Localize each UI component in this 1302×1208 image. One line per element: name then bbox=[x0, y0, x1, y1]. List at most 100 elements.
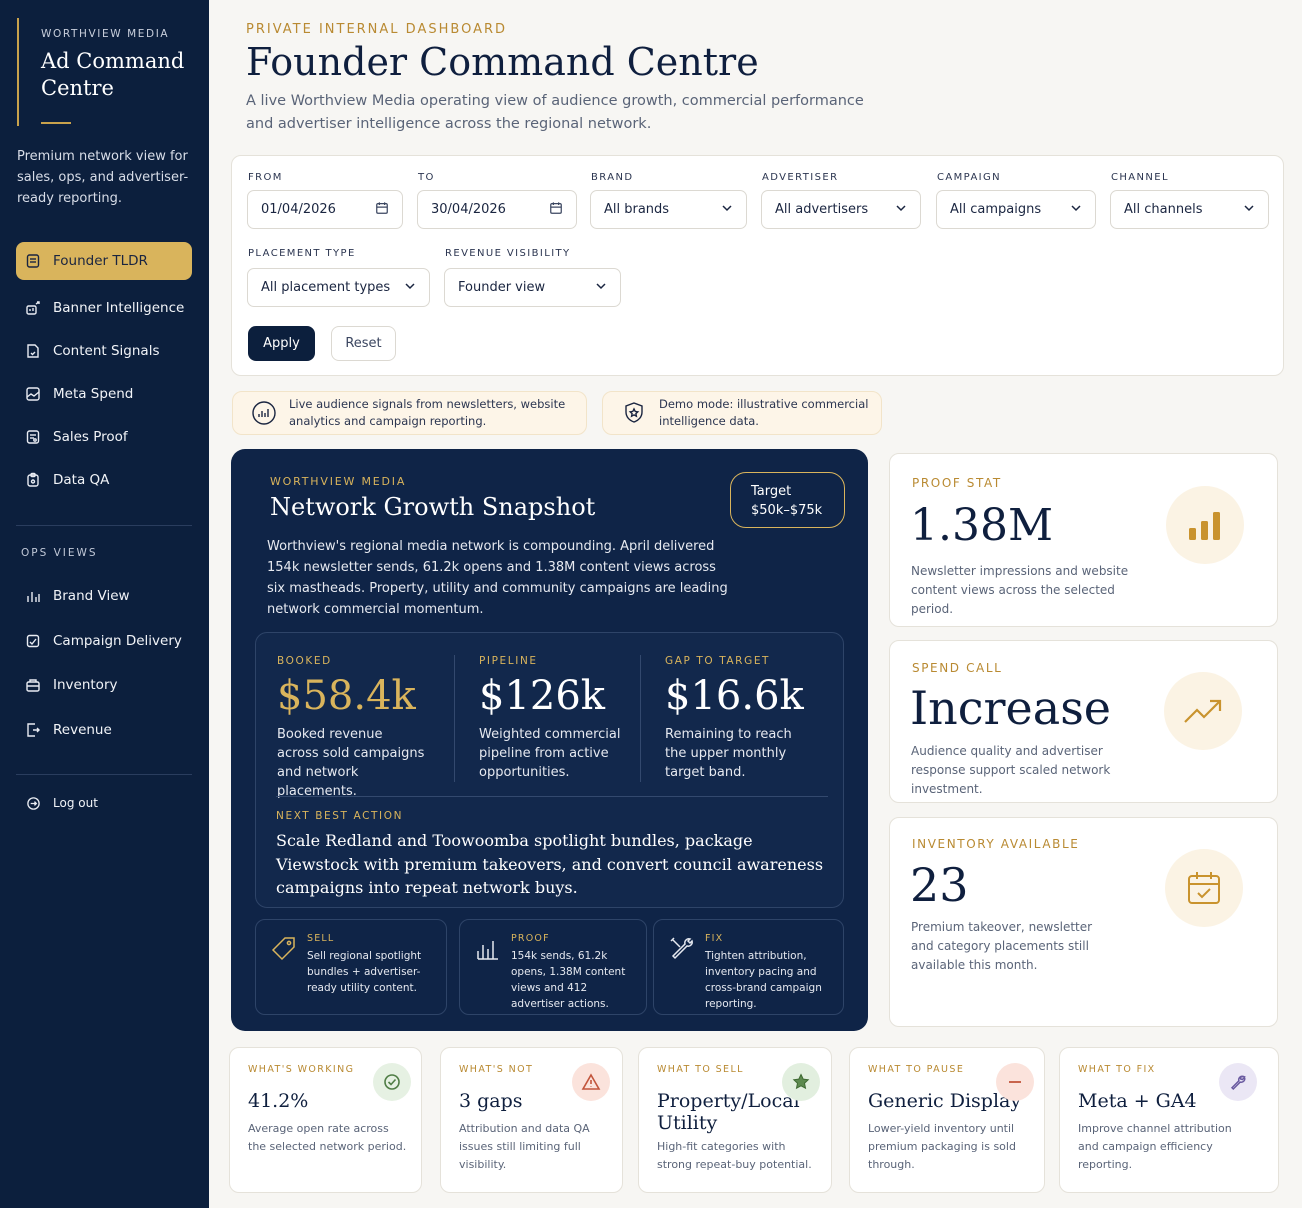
advertiser-select-value: All advertisers bbox=[775, 202, 869, 217]
placement-label: PLACEMENT TYPE bbox=[248, 248, 356, 259]
channel-label: CHANNEL bbox=[1111, 172, 1169, 183]
page-kicker: PRIVATE INTERNAL DASHBOARD bbox=[246, 22, 508, 37]
sidebar-item-label: Banner Intelligence bbox=[53, 300, 185, 316]
what-to-pause-card: WHAT TO PAUSE Generic Display Lower-yiel… bbox=[849, 1047, 1045, 1193]
star-icon bbox=[782, 1063, 820, 1101]
demo-mode-notice: Demo mode: illustrative commercial intel… bbox=[602, 391, 882, 435]
whats-working-card: WHAT'S WORKING 41.2% Average open rate a… bbox=[229, 1047, 422, 1193]
whats-working-description: Average open rate across the selected ne… bbox=[248, 1122, 407, 1153]
visibility-label: REVENUE VISIBILITY bbox=[445, 248, 571, 259]
sidebar-divider bbox=[16, 774, 192, 775]
chevron-down-icon bbox=[595, 280, 607, 296]
from-date-field[interactable]: 01/04/2026 bbox=[247, 190, 403, 229]
bar-chart-icon bbox=[474, 935, 502, 963]
placement-select-value: All placement types bbox=[261, 280, 391, 295]
gap-description: Remaining to reach the upper monthly tar… bbox=[665, 727, 792, 780]
image-icon bbox=[24, 385, 42, 403]
campaign-select[interactable]: All campaigns bbox=[936, 190, 1096, 229]
booked-label: BOOKED bbox=[277, 655, 332, 667]
sidebar-item-content-signals[interactable]: Content Signals bbox=[16, 332, 192, 370]
bar-chart-icon bbox=[24, 587, 42, 605]
shield-icon bbox=[621, 400, 647, 426]
tag-icon bbox=[270, 935, 298, 963]
sell-card: SELL Sell regional spotlight bundles + a… bbox=[255, 919, 447, 1015]
brand-rule bbox=[41, 122, 71, 124]
inventory-available-label: INVENTORY AVAILABLE bbox=[912, 837, 1080, 851]
chevron-down-icon bbox=[1243, 202, 1255, 218]
sidebar-item-revenue[interactable]: Revenue bbox=[16, 711, 192, 749]
apply-button[interactable]: Apply bbox=[248, 326, 315, 361]
gap-metric: GAP TO TARGET $16.6k Remaining to reach … bbox=[665, 655, 815, 782]
what-to-pause-description: Lower-yield inventory until premium pack… bbox=[868, 1122, 1016, 1171]
sidebar-item-label: Data QA bbox=[53, 472, 110, 488]
sidebar-item-banner-intelligence[interactable]: Banner Intelligence bbox=[16, 289, 192, 327]
brand-title: Ad Command Centre bbox=[41, 48, 187, 102]
whats-working-label: WHAT'S WORKING bbox=[248, 1064, 355, 1075]
calendar-check-icon bbox=[1165, 849, 1243, 927]
what-to-pause-label: WHAT TO PAUSE bbox=[868, 1064, 965, 1075]
proof-stat-label: PROOF STAT bbox=[912, 476, 1002, 490]
advertiser-label: ADVERTISER bbox=[762, 172, 839, 183]
visibility-select[interactable]: Founder view bbox=[444, 268, 621, 307]
pipeline-value: $126k bbox=[479, 673, 606, 719]
what-to-fix-value: Meta + GA4 bbox=[1078, 1090, 1197, 1112]
booked-description: Booked revenue across sold campaigns and… bbox=[277, 727, 425, 799]
receipt-icon bbox=[24, 428, 42, 446]
placement-select[interactable]: All placement types bbox=[247, 268, 430, 307]
next-best-action-label: NEXT BEST ACTION bbox=[276, 810, 404, 822]
target-badge: Target $50k–$75k bbox=[730, 472, 845, 528]
snapshot-description: Worthview's regional media network is co… bbox=[267, 539, 728, 617]
sidebar-item-label: Revenue bbox=[53, 722, 112, 738]
whats-working-value: 41.2% bbox=[248, 1090, 309, 1112]
pipeline-metric: PIPELINE $126k Weighted commercial pipel… bbox=[479, 655, 629, 782]
logout-button[interactable]: Log out bbox=[16, 784, 192, 822]
calendar-icon[interactable] bbox=[375, 201, 389, 219]
metrics-divider bbox=[276, 796, 828, 797]
target-label: Target bbox=[751, 484, 792, 499]
whats-not-card: WHAT'S NOT 3 gaps Attribution and data Q… bbox=[440, 1047, 623, 1193]
campaign-select-value: All campaigns bbox=[950, 202, 1042, 217]
fix-card: FIX Tighten attribution, inventory pacin… bbox=[653, 919, 844, 1015]
sidebar-item-founder-tldr[interactable]: Founder TLDR bbox=[16, 242, 192, 280]
calendar-icon[interactable] bbox=[549, 201, 563, 219]
signal-icon bbox=[251, 400, 277, 426]
warning-icon bbox=[572, 1063, 610, 1101]
check-circle-icon bbox=[373, 1063, 411, 1101]
chevron-down-icon bbox=[895, 202, 907, 218]
network-growth-snapshot: WORTHVIEW MEDIA Network Growth Snapshot … bbox=[231, 449, 868, 1031]
what-to-pause-value: Generic Display bbox=[868, 1090, 1022, 1112]
chevron-down-icon bbox=[721, 202, 733, 218]
sidebar-item-brand-view[interactable]: Brand View bbox=[16, 577, 192, 615]
sidebar-item-sales-proof[interactable]: Sales Proof bbox=[16, 418, 192, 456]
clipboard-icon bbox=[24, 471, 42, 489]
fix-card-label: FIX bbox=[705, 933, 724, 944]
booked-metric: BOOKED $58.4k Booked revenue across sold… bbox=[277, 655, 427, 801]
what-to-sell-description: High-fit categories with strong repeat-b… bbox=[657, 1140, 812, 1171]
sidebar-divider bbox=[16, 525, 192, 526]
brand-select[interactable]: All brands bbox=[590, 190, 747, 229]
proof-card: PROOF 154k sends, 61.2k opens, 1.38M con… bbox=[459, 919, 647, 1015]
inventory-available-card: INVENTORY AVAILABLE 23 Premium takeover,… bbox=[889, 817, 1278, 1027]
page-title: Founder Command Centre bbox=[246, 40, 759, 84]
sidebar-item-inventory[interactable]: Inventory bbox=[16, 666, 192, 704]
brand-label: BRAND bbox=[591, 172, 634, 183]
fix-card-text: Tighten attribution, inventory pacing an… bbox=[705, 950, 822, 1010]
spend-call-card: SPEND CALL Increase Audience quality and… bbox=[889, 640, 1278, 803]
sidebar-item-meta-spend[interactable]: Meta Spend bbox=[16, 375, 192, 413]
to-date-field[interactable]: 30/04/2026 bbox=[417, 190, 577, 229]
delivery-icon bbox=[24, 632, 42, 650]
advertiser-select[interactable]: All advertisers bbox=[761, 190, 921, 229]
whats-not-description: Attribution and data QA issues still lim… bbox=[459, 1122, 590, 1171]
what-to-fix-label: WHAT TO FIX bbox=[1078, 1064, 1156, 1075]
sidebar-item-data-qa[interactable]: Data QA bbox=[16, 461, 192, 499]
channel-select[interactable]: All channels bbox=[1110, 190, 1269, 229]
sidebar-item-label: Content Signals bbox=[53, 343, 160, 359]
chevron-down-icon bbox=[404, 280, 416, 296]
reset-button[interactable]: Reset bbox=[331, 326, 396, 361]
page-subtitle: A live Worthview Media operating view of… bbox=[246, 93, 864, 132]
to-date-value: 30/04/2026 bbox=[431, 202, 506, 217]
snapshot-title: Network Growth Snapshot bbox=[270, 493, 596, 521]
sidebar-item-campaign-delivery[interactable]: Campaign Delivery bbox=[16, 622, 192, 660]
sidebar-item-label: Brand View bbox=[53, 588, 130, 604]
live-signals-text: Live audience signals from newsletters, … bbox=[289, 397, 566, 428]
